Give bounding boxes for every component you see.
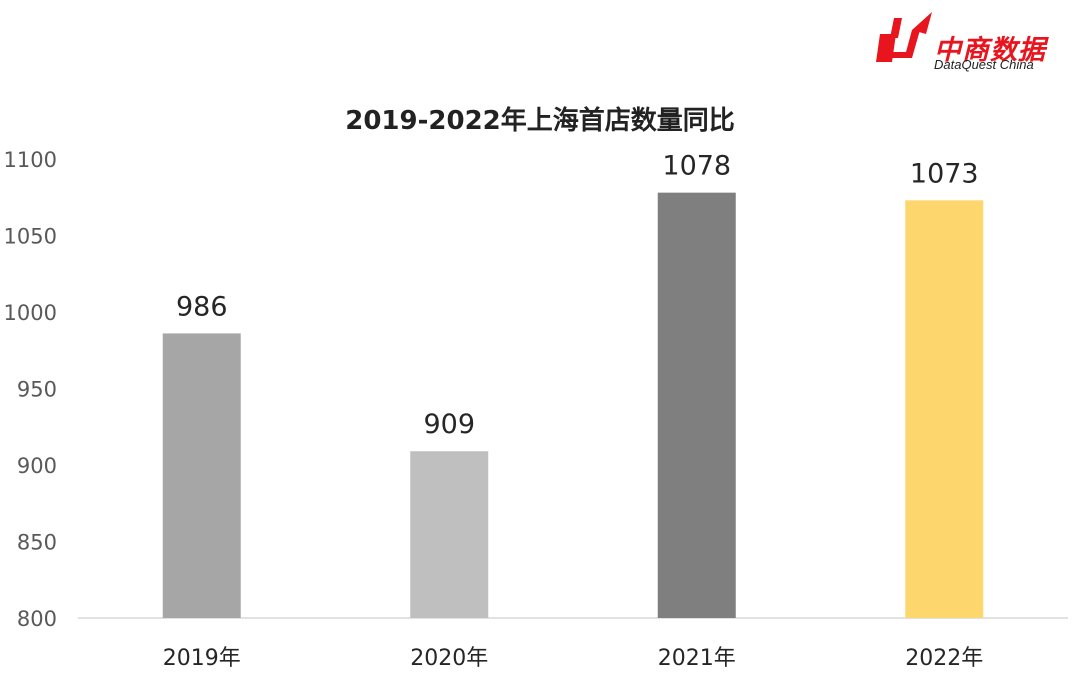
data-label: 1078 xyxy=(662,151,731,182)
bar xyxy=(657,192,736,618)
data-label: 909 xyxy=(423,409,475,440)
logo-chinese-text: 中商数据 xyxy=(934,35,1046,66)
y-tick-label: 950 xyxy=(17,378,57,402)
y-tick-label: 1050 xyxy=(4,225,57,249)
chart-title: 2019-2022年上海首店数量同比 xyxy=(345,106,735,136)
y-tick-label: 900 xyxy=(17,454,57,478)
y-tick-label: 1000 xyxy=(4,301,57,325)
y-tick-label: 850 xyxy=(17,531,57,555)
brand-logo: 中商数据 DataQuest China xyxy=(872,10,1072,72)
y-tick-label: 1100 xyxy=(4,148,57,172)
y-tick-label: 800 xyxy=(17,607,57,631)
x-tick-label: 2022年 xyxy=(905,646,983,671)
bar xyxy=(410,451,489,618)
data-label: 1073 xyxy=(910,158,979,189)
x-tick-label: 2020年 xyxy=(410,646,488,671)
x-tick-label: 2021年 xyxy=(658,646,736,671)
x-tick-label: 2019年 xyxy=(163,646,241,671)
data-label: 986 xyxy=(176,291,228,322)
logo-english-text: DataQuest China xyxy=(934,57,1034,72)
bar xyxy=(162,333,241,618)
bar xyxy=(905,200,984,618)
logo-mark-icon xyxy=(876,12,932,62)
